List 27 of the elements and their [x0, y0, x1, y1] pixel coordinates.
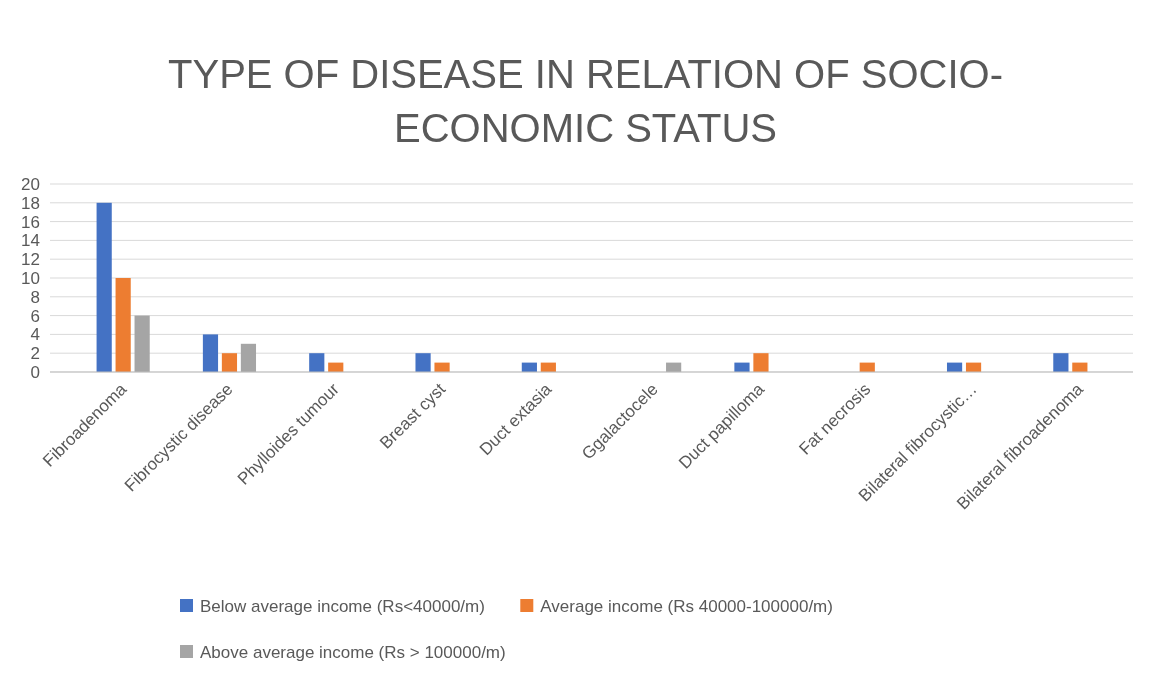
- bar: [753, 353, 769, 372]
- y-tick-label: 8: [30, 287, 40, 307]
- y-tick-label: 12: [21, 250, 40, 270]
- bar: [134, 315, 150, 372]
- legend-label: Above average income (Rs > 100000/m): [200, 642, 506, 662]
- bar: [734, 362, 750, 372]
- bar: [202, 334, 219, 372]
- bar: [1053, 353, 1069, 372]
- y-tick-label: 18: [21, 193, 40, 213]
- y-tick-label: 10: [21, 268, 40, 288]
- y-tick-label: 16: [21, 212, 40, 232]
- bar: [240, 343, 257, 372]
- bar: [309, 353, 325, 372]
- bar: [221, 353, 238, 372]
- y-tick-label: 6: [30, 306, 40, 326]
- y-tick-label: 2: [30, 344, 40, 364]
- chart-title: TYPE OF DISEASE IN RELATION OF SOCIO-ECONOMIC STATUS: [168, 52, 1003, 150]
- y-tick-label: 4: [30, 325, 40, 345]
- bar: [96, 202, 112, 372]
- bar: [415, 353, 431, 372]
- bar: [434, 362, 450, 372]
- legend-label: Average income (Rs 40000-100000/m): [540, 596, 833, 616]
- bar: [115, 278, 131, 372]
- legend-label: Below average income (Rs<40000/m): [200, 596, 485, 616]
- y-tick-label: 14: [21, 231, 40, 251]
- y-tick-label: 0: [30, 362, 40, 382]
- y-tick-label: 20: [21, 174, 40, 194]
